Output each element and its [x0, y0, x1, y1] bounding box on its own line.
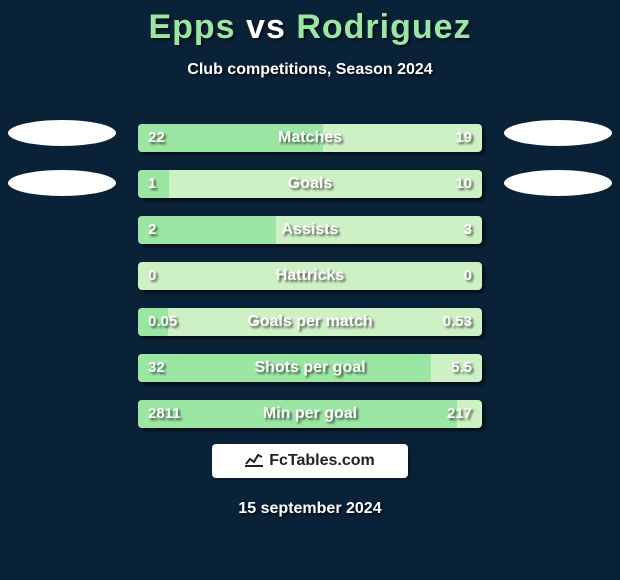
stat-row: 0.050.53Goals per match: [138, 308, 482, 336]
stat-label: Matches: [138, 124, 482, 152]
player1-club-placeholder: [8, 170, 116, 196]
stat-row: 110Goals: [138, 170, 482, 198]
source-badge: FcTables.com: [212, 444, 408, 478]
player2-club-placeholder: [504, 170, 612, 196]
player2-name: Rodriguez: [296, 8, 471, 46]
chart-icon: [245, 451, 263, 472]
stat-row: 00Hattricks: [138, 262, 482, 290]
stat-label: Goals per match: [138, 308, 482, 336]
player1-name: Epps: [148, 8, 235, 46]
stat-row: 23Assists: [138, 216, 482, 244]
vs-separator: vs: [246, 8, 286, 46]
stat-bars: 2219Matches 110Goals 23Assists 00Hattricks 0…: [138, 124, 482, 428]
stat-label: Shots per goal: [138, 354, 482, 382]
comparison-subtitle: Club competitions, Season 2024: [0, 61, 620, 79]
player2-avatar-placeholder: [504, 120, 612, 146]
comparison-title: Epps vs Rodriguez: [0, 0, 620, 47]
player2-avatar-col: [498, 120, 618, 196]
stat-row: 2811217Min per goal: [138, 400, 482, 428]
player1-avatar-col: [2, 120, 122, 196]
player1-avatar-placeholder: [8, 120, 116, 146]
stat-label: Min per goal: [138, 400, 482, 428]
source-brand: FcTables.com: [269, 452, 375, 470]
date: 15 september 2024: [0, 500, 620, 518]
stat-row: 2219Matches: [138, 124, 482, 152]
stat-row: 325.5Shots per goal: [138, 354, 482, 382]
stat-label: Goals: [138, 170, 482, 198]
stat-label: Assists: [138, 216, 482, 244]
stat-label: Hattricks: [138, 262, 482, 290]
